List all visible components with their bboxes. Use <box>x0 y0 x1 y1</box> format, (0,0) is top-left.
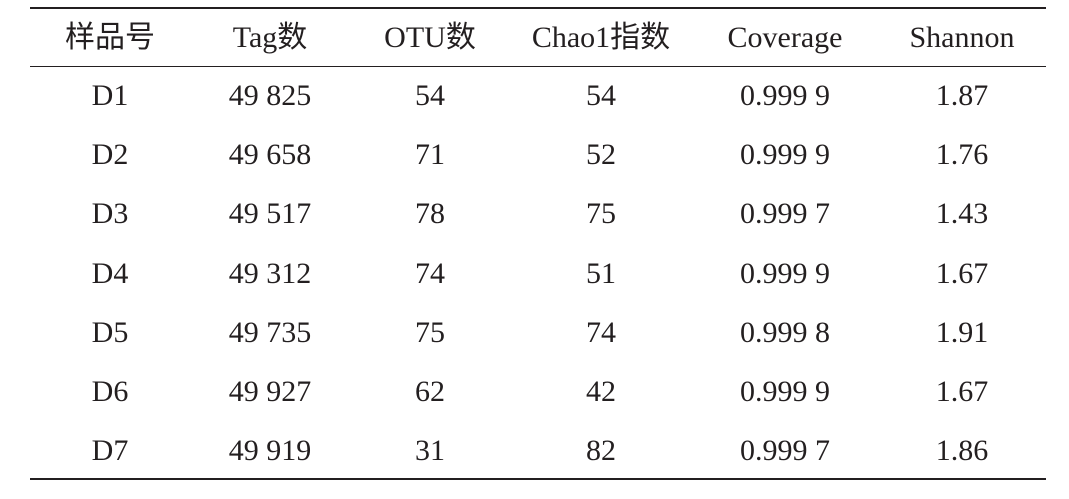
top-rule <box>30 7 1046 9</box>
header-cell: Chao1指数 <box>531 21 671 54</box>
table-cell: 1.67 <box>935 375 989 408</box>
table-cell: 82 <box>586 434 616 468</box>
table-cell: 1.91 <box>935 315 989 349</box>
table-cell: 54 <box>586 79 616 112</box>
table-cell: 75 <box>415 315 445 349</box>
table-cell: 74 <box>586 315 616 349</box>
header-cell: 样品号 <box>65 21 155 54</box>
table-cell: 0.999 7 <box>740 434 830 468</box>
table-cell: 42 <box>586 375 616 408</box>
table-cell: 49 735 <box>228 315 312 349</box>
table-cell: 52 <box>586 138 616 172</box>
header-cell: Coverage <box>727 21 843 54</box>
header-cell: Tag数 <box>232 21 308 54</box>
table-cell: D7 <box>91 434 129 468</box>
table-cell: 49 312 <box>228 256 312 290</box>
table-cell: 0.999 9 <box>740 256 830 290</box>
table-cell: D6 <box>91 375 129 408</box>
table-cell: 1.43 <box>935 197 989 231</box>
table-cell: 74 <box>415 256 445 290</box>
table-cell: 31 <box>415 434 445 468</box>
header-rule <box>30 66 1046 67</box>
table-cell: 0.999 9 <box>740 79 830 112</box>
table-cell: D1 <box>91 79 129 112</box>
table-cell: 49 658 <box>228 138 312 172</box>
bottom-rule <box>30 478 1046 480</box>
table-cell: D5 <box>91 315 129 349</box>
table-cell: 0.999 9 <box>740 375 830 408</box>
table-cell: 1.87 <box>935 79 989 112</box>
header-cell: OTU数 <box>384 21 476 54</box>
table-cell: 49 919 <box>228 434 312 468</box>
table-cell: D4 <box>91 256 129 290</box>
table-cell: 0.999 7 <box>740 197 830 231</box>
table-cell: 54 <box>415 79 445 112</box>
table-cell: D3 <box>91 197 129 231</box>
table-cell: 78 <box>415 197 445 231</box>
header-cell: Shannon <box>909 21 1015 54</box>
table-cell: 1.86 <box>935 434 989 468</box>
table-cell: 49 517 <box>228 197 312 231</box>
table-cell: 0.999 8 <box>740 315 830 349</box>
table-cell: 49 927 <box>228 375 312 408</box>
table-cell: 51 <box>586 256 616 290</box>
table-cell: 1.67 <box>935 256 989 290</box>
table-cell: 49 825 <box>228 79 312 112</box>
table-cell: 71 <box>415 138 445 172</box>
table-cell: 1.76 <box>935 138 989 172</box>
table-cell: 0.999 9 <box>740 138 830 172</box>
table-cell: 75 <box>586 197 616 231</box>
table-cell: D2 <box>91 138 129 172</box>
table-cell: 62 <box>415 375 445 408</box>
